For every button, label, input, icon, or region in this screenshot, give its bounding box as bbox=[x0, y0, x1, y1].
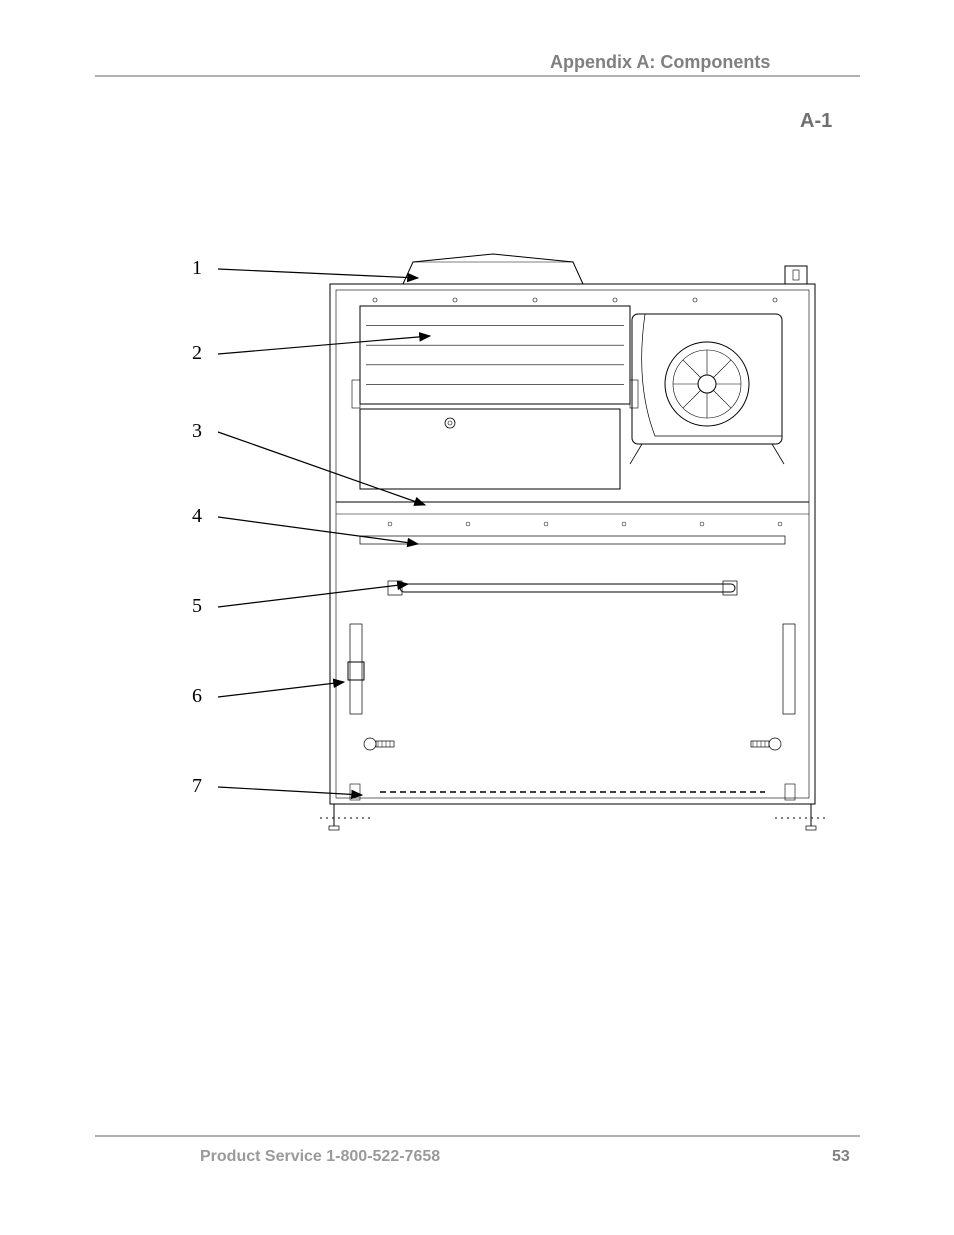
footer-rule bbox=[95, 1135, 860, 1137]
footer-page-number: 53 bbox=[832, 1148, 850, 1166]
page: Appendix A: Components A-1 1234567 Produ… bbox=[0, 0, 954, 1235]
component-diagram bbox=[0, 0, 954, 900]
footer-service-text: Product Service 1-800-522-7658 bbox=[200, 1148, 440, 1166]
